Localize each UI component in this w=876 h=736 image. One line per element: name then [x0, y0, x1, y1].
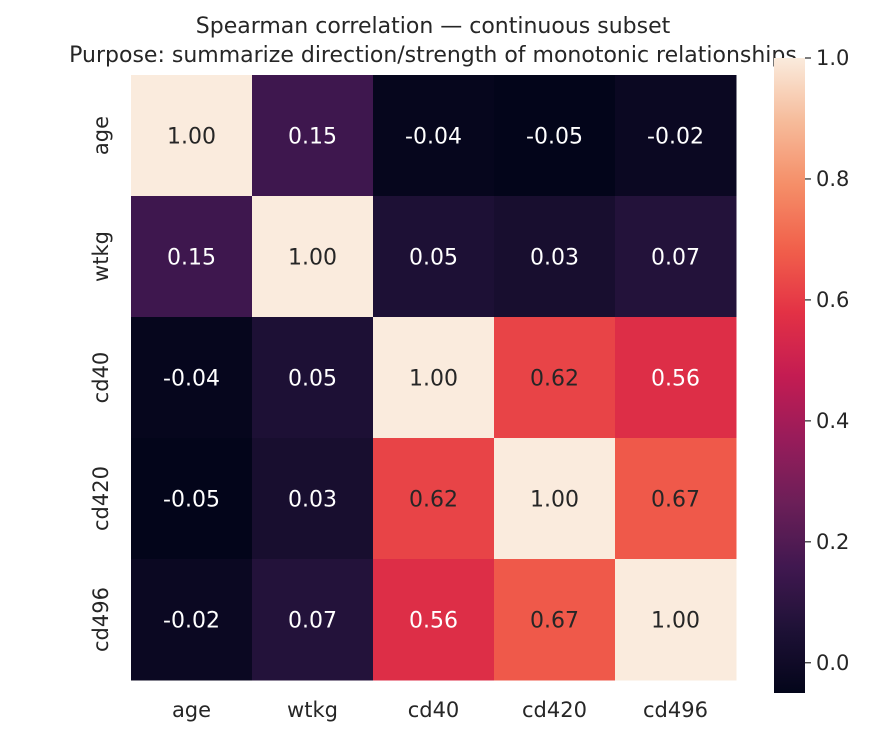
heatmap-cell [131, 75, 253, 197]
heatmap-cell [131, 559, 253, 681]
heatmap-cell [494, 196, 616, 318]
heatmap-cell-label: 1.00 [288, 246, 337, 271]
heatmap-cell-label: 0.07 [651, 246, 700, 271]
heatmap-cell-label: 0.62 [409, 488, 458, 513]
chart-subtitle: Purpose: summarize direction/strength of… [69, 43, 797, 68]
heatmap-cell-label: 0.67 [651, 488, 700, 513]
heatmap-cell-label: 0.15 [288, 125, 337, 150]
heatmap-cell [373, 75, 495, 197]
heatmap-cell-label: 1.00 [167, 125, 216, 150]
colorbar-tick-label: 0.2 [816, 530, 849, 554]
heatmap-cell [252, 196, 374, 318]
heatmap-cell-label: 1.00 [651, 609, 700, 634]
heatmap-cell [131, 196, 253, 318]
y-tick-label: cd496 [89, 587, 113, 652]
heatmap-cell [615, 75, 737, 197]
heatmap-cell-label: -0.02 [647, 125, 704, 150]
heatmap-cell-label: 0.15 [167, 246, 216, 271]
heatmap-cell-label: 0.67 [530, 609, 579, 634]
heatmap-cell [615, 559, 737, 681]
y-tick-label: age [89, 116, 113, 155]
y-tick-label: cd420 [89, 466, 113, 531]
heatmap-cell [373, 317, 495, 439]
heatmap-cell-label: -0.05 [163, 488, 220, 513]
heatmap-cell [494, 75, 616, 197]
colorbar-gradient [774, 58, 805, 693]
x-tick-label: cd496 [643, 698, 708, 722]
heatmap-cell [494, 559, 616, 681]
y-tick-label: cd40 [89, 352, 113, 404]
heatmap-cell-label: 0.03 [288, 488, 337, 513]
heatmap-cell [615, 438, 737, 560]
heatmap-cell [252, 317, 374, 439]
x-tick-label: cd420 [522, 698, 587, 722]
heatmap-cell-label: 0.05 [409, 246, 458, 271]
heatmap-cell [494, 438, 616, 560]
y-axis-tick-labels: age wtkg cd40 cd420 cd496 [89, 116, 113, 652]
heatmap-cell-label: 0.56 [651, 367, 700, 392]
colorbar-tick-label: 0.4 [816, 409, 849, 433]
colorbar-tick-label: 1.0 [816, 46, 849, 70]
heatmap-cell-label: -0.04 [405, 125, 462, 150]
heatmap-cell-label: 0.03 [530, 246, 579, 271]
heatmap-cell [252, 75, 374, 197]
heatmap-cell-label: -0.02 [163, 609, 220, 634]
y-tick-label: wtkg [89, 231, 113, 282]
heatmap-cell [373, 438, 495, 560]
heatmap-cell [615, 196, 737, 318]
heatmap-cell-label: 0.62 [530, 367, 579, 392]
x-tick-label: age [172, 698, 211, 722]
heatmap-cell-label: 0.56 [409, 609, 458, 634]
colorbar-tick-label: 0.6 [816, 288, 849, 312]
colorbar-tick-label: 0.0 [816, 651, 849, 675]
heatmap-cell-label: -0.05 [526, 125, 583, 150]
heatmap-cell [494, 317, 616, 439]
heatmap-cell [131, 438, 253, 560]
heatmap-cell-label: 1.00 [409, 367, 458, 392]
heatmap-cell-label: 0.07 [288, 609, 337, 634]
heatmap-cell [373, 196, 495, 318]
colorbar-tick-label: 0.8 [816, 167, 849, 191]
x-tick-label: wtkg [287, 698, 338, 722]
heatmap-cell-label: -0.04 [163, 367, 220, 392]
heatmap-cell [615, 317, 737, 439]
x-axis-tick-labels: age wtkg cd40 cd420 cd496 [172, 698, 708, 722]
colorbar: 0.0 0.2 0.4 0.6 0.8 1.0 [774, 46, 849, 693]
heatmap-cell [373, 559, 495, 681]
heatmap-cell [131, 317, 253, 439]
heatmap-cell [252, 438, 374, 560]
heatmap-grid: 1.00 0.15 -0.04 -0.05 -0.02 0.15 1.00 0.05 0.03 0… [131, 75, 737, 681]
heatmap-cell [252, 559, 374, 681]
chart-title: Spearman correlation — continuous subset [196, 14, 671, 39]
x-tick-label: cd40 [408, 698, 460, 722]
heatmap-cell-label: 1.00 [530, 488, 579, 513]
heatmap-cell-label: 0.05 [288, 367, 337, 392]
